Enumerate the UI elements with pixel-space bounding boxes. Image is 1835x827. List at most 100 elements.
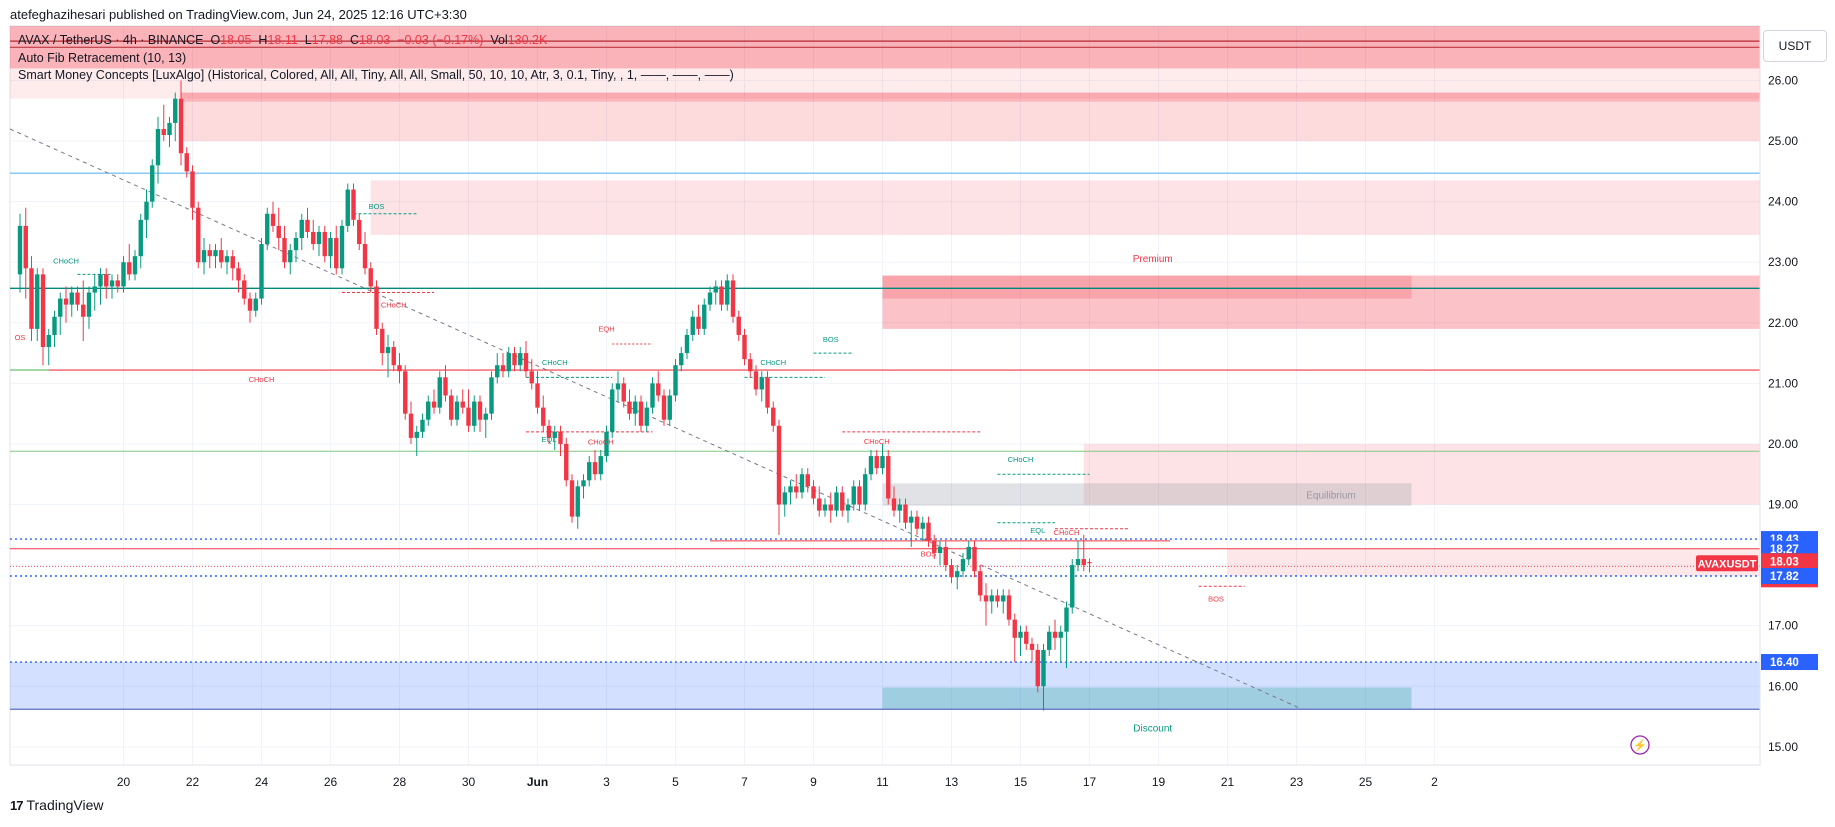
candle-body-59 (357, 219, 362, 245)
currency-button[interactable]: USDT (1763, 30, 1827, 62)
candle-body-42 (259, 244, 264, 299)
candle-21 (138, 213, 143, 269)
legend-symbol[interactable]: AVAX / TetherUS · 4h · BINANCE (18, 33, 204, 47)
candle-106 (627, 389, 632, 420)
structure-label-5: EQL (541, 435, 556, 444)
legend-vol-label: Vol (490, 33, 508, 47)
legend-h-label: H (258, 33, 268, 47)
x-tick-10: 9 (810, 775, 817, 789)
zones (10, 26, 1760, 710)
candle-body-160 (937, 546, 943, 553)
candle-body-167 (978, 571, 983, 596)
candle-73 (437, 371, 442, 414)
candle-172 (1006, 589, 1012, 626)
candle-75 (449, 389, 454, 426)
candle-165 (966, 540, 971, 566)
candle-body-19 (127, 262, 132, 275)
candle-176 (1029, 637, 1035, 663)
candle-body-179 (1047, 631, 1052, 650)
candles (17, 80, 1092, 711)
candle-body-125 (736, 316, 741, 335)
candle-body-0 (17, 225, 23, 275)
candle-body-28 (178, 98, 184, 154)
time-axis: 20 22 24 26 28 30 Jun 3 5 7 9 11 13 15 17 19 21 23 25 2 (117, 775, 1438, 789)
tradingview-brand[interactable]: 17 TradingView (10, 797, 104, 813)
x-tick-8: 5 (672, 775, 679, 789)
candle-body-74 (443, 377, 448, 396)
candle-body-164 (960, 559, 966, 572)
candle-body-80 (477, 401, 483, 420)
candle-173 (1012, 613, 1017, 663)
y-tick-2: 17.00 (1768, 619, 1798, 633)
candle-body-102 (604, 431, 609, 457)
candle-186 (1087, 558, 1092, 573)
supply-zone-1-edge (181, 92, 1760, 102)
candle-body-53 (322, 231, 327, 257)
candle-body-85 (506, 353, 511, 372)
candle-body-52 (316, 231, 322, 245)
y-tick-8: 23.00 (1768, 255, 1798, 269)
candle-67 (403, 365, 408, 420)
candle-body-36 (224, 256, 230, 263)
legend-indicator-smc[interactable]: Smart Money Concepts [LuxAlgo] (Historic… (18, 68, 734, 82)
candle-body-130 (765, 377, 770, 408)
legend-o: 18.05 (220, 33, 252, 47)
candle-body-186 (1087, 562, 1092, 564)
candle-47 (288, 244, 293, 275)
x-tick-11: 11 (876, 775, 889, 789)
candle-153 (897, 498, 902, 523)
candle-15 (104, 268, 109, 299)
candle-132 (776, 419, 782, 535)
candle-85 (506, 347, 511, 378)
candle-53 (322, 225, 327, 263)
candle-152 (891, 486, 897, 517)
candle-39 (242, 274, 247, 305)
candle-body-29 (184, 153, 189, 172)
candle-body-124 (730, 280, 736, 317)
candle-49 (299, 213, 304, 251)
legend-change: −0.03 (−0.17%) (397, 33, 484, 47)
candle-58 (351, 183, 356, 226)
candle-body-54 (328, 238, 333, 257)
symbol-tag-bg (1696, 555, 1758, 572)
candle-44 (270, 201, 276, 232)
candle-18 (121, 256, 126, 293)
supply-zone-3 (1083, 443, 1760, 505)
candle-42 (259, 238, 264, 305)
candle-136 (799, 468, 805, 499)
candle-body-159 (932, 540, 937, 553)
candle-body-49 (299, 219, 304, 239)
candle-103 (610, 383, 615, 438)
candle-23 (150, 159, 155, 208)
candle-body-166 (972, 546, 977, 572)
candle-body-136 (799, 474, 805, 493)
candle-27 (173, 92, 178, 142)
candle-body-123 (725, 280, 730, 305)
candle-71 (426, 395, 431, 426)
candle-body-3 (35, 274, 40, 329)
candle-body-95 (564, 443, 569, 481)
candle-body-145 (851, 486, 856, 505)
symbol-tag: AVAXUSDT (1698, 558, 1757, 570)
candle-body-156 (914, 516, 920, 529)
candle-body-7 (58, 298, 63, 317)
lightning-icon[interactable] (1630, 735, 1650, 755)
equilibrium-label: Equilibrium (1306, 490, 1355, 501)
x-tick-13: 15 (1014, 775, 1028, 789)
price-tag-bg-3 (1761, 553, 1818, 570)
candle-body-94 (558, 431, 563, 444)
candle-body-137 (805, 474, 810, 487)
candle-body-91 (541, 407, 546, 426)
candle-125 (736, 310, 741, 341)
candle-111 (656, 371, 661, 402)
candle-61 (368, 262, 373, 293)
candle-86 (512, 347, 517, 372)
candle-body-12 (86, 292, 92, 317)
candle-69 (414, 425, 419, 457)
candle-115 (679, 347, 684, 372)
candle-body-15 (104, 274, 109, 287)
candle-51 (311, 219, 316, 251)
candle-body-117 (690, 316, 695, 335)
legend-indicator-fib[interactable]: Auto Fib Retracement (10, 13) (18, 51, 187, 65)
